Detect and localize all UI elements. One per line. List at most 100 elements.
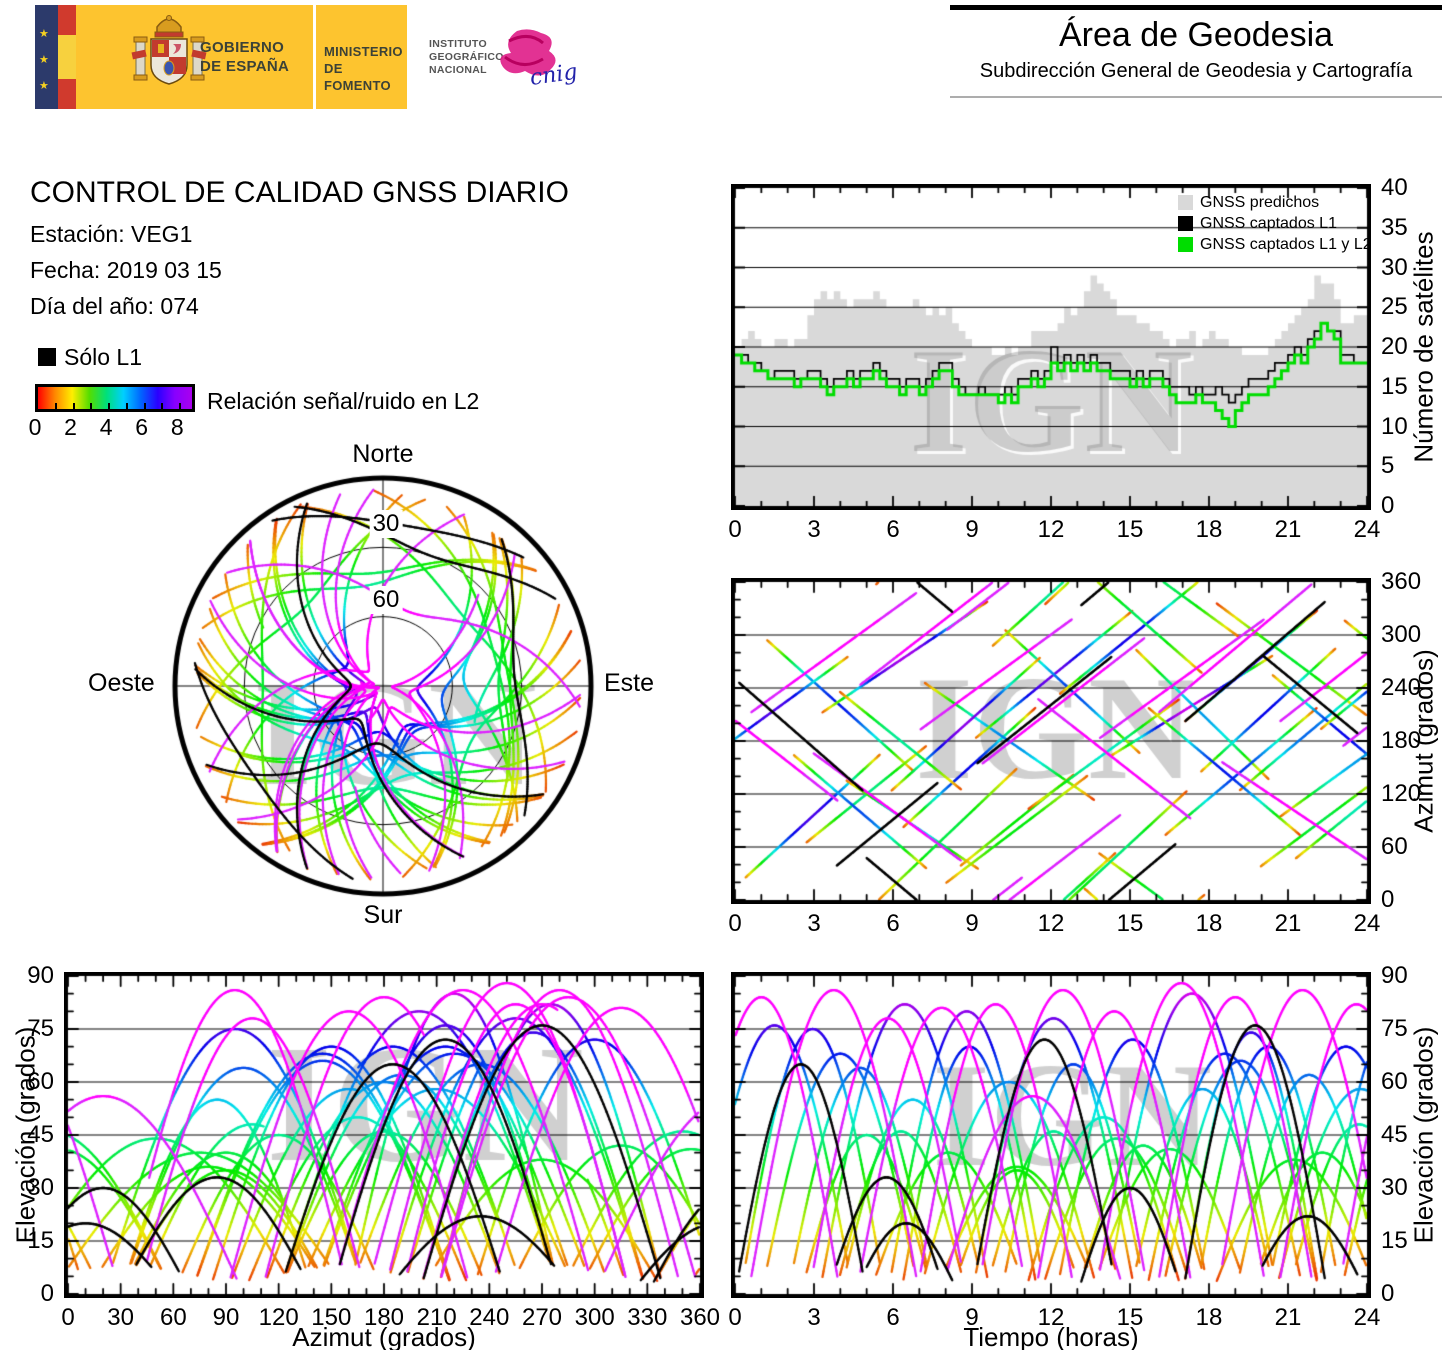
x-tick-label: 30 bbox=[107, 1304, 135, 1331]
y-tick-label: 75 bbox=[1381, 1015, 1408, 1042]
instituto-label: INSTITUTO GEOGRÁFICO NACIONAL bbox=[429, 38, 504, 76]
x-tick-label: 9 bbox=[965, 910, 979, 937]
colorbar-tick-label: 8 bbox=[170, 414, 184, 440]
x-tick-label: 6 bbox=[886, 1304, 900, 1331]
y-tick-label: 90 bbox=[27, 962, 54, 989]
colorbar-tick-mark bbox=[161, 403, 164, 409]
skyplot-south-label: Sur bbox=[363, 901, 403, 929]
colorbar-tick-mark bbox=[179, 403, 182, 409]
report-title: CONTROL DE CALIDAD GNSS DIARIO bbox=[30, 176, 569, 209]
y-tick-label: 60 bbox=[1381, 1068, 1408, 1095]
government-logo-banner: ★ ★ ★ bbox=[35, 5, 579, 109]
y-tick-label: 15 bbox=[1381, 372, 1408, 400]
legend-label: GNSS captados L1 y L2 bbox=[1200, 235, 1372, 253]
snr-colorbar-label: Relación señal/ruido en L2 bbox=[207, 388, 480, 414]
colorbar-tick-label: 2 bbox=[64, 414, 77, 440]
eu-star-icon: ★ bbox=[39, 54, 49, 66]
x-tick-label: 3 bbox=[807, 516, 821, 543]
skyplot-east-label: Este bbox=[604, 669, 655, 697]
x-tick-label: 6 bbox=[886, 910, 900, 937]
legend-item: GNSS predichos bbox=[1178, 192, 1372, 213]
area-subtitle: Subdirección General de Geodesia y Carto… bbox=[979, 60, 1413, 82]
eu-flag-strip: ★ ★ ★ bbox=[35, 5, 58, 109]
snr-colorbar bbox=[35, 384, 195, 412]
colorbar-tick-mark bbox=[108, 403, 111, 409]
logo-divider bbox=[313, 5, 316, 109]
y-tick-label: 15 bbox=[27, 1227, 54, 1254]
colorbar-tick-mark bbox=[125, 403, 128, 409]
legend-swatch-icon bbox=[1178, 216, 1193, 231]
skyplot-ring-label-60: 60 bbox=[369, 586, 403, 614]
elev-az-x-axis-title: Azimut (grados) bbox=[292, 1322, 476, 1350]
y-tick-label: 45 bbox=[1381, 1121, 1408, 1148]
y-tick-label: 45 bbox=[27, 1121, 54, 1148]
colorbar-tick-mark bbox=[54, 403, 57, 409]
header-top-rule bbox=[950, 5, 1442, 10]
sats-y-axis-title: Número de satélites bbox=[1408, 231, 1439, 463]
x-tick-label: 15 bbox=[1116, 1304, 1144, 1331]
colorbar-tick-mark bbox=[143, 403, 146, 409]
y-tick-label: 75 bbox=[27, 1015, 54, 1042]
y-tick-label: 120 bbox=[1381, 780, 1422, 807]
ministerio-block: MINISTERIO DE FOMENTO bbox=[316, 5, 407, 109]
cnig-logo-icon: cnig bbox=[500, 29, 579, 91]
x-tick-label: 15 bbox=[1116, 516, 1144, 543]
y-tick-label: 60 bbox=[1381, 833, 1408, 860]
x-tick-label: 0 bbox=[728, 516, 742, 543]
elev-time-y-axis-title: Elevación (grados) bbox=[1408, 1026, 1439, 1244]
colorbar-tick-label: 0 bbox=[28, 414, 42, 440]
gobierno-block: GOBIERNO DE ESPAÑA bbox=[76, 5, 313, 109]
instituto-block: INSTITUTO GEOGRÁFICO NACIONAL cnig bbox=[407, 5, 579, 109]
svg-text:cnig: cnig bbox=[528, 60, 579, 91]
y-tick-label: 5 bbox=[1381, 452, 1395, 480]
gobierno-label: GOBIERNO DE ESPAÑA bbox=[200, 39, 290, 75]
x-tick-label: 9 bbox=[965, 1304, 979, 1331]
x-tick-label: 9 bbox=[965, 516, 979, 543]
spain-flag-strip bbox=[58, 5, 76, 109]
y-tick-label: 180 bbox=[1381, 727, 1422, 754]
colorbar-tick-mark bbox=[90, 403, 93, 409]
x-tick-label: 21 bbox=[1274, 1304, 1302, 1331]
legend-label: GNSS captados L1 bbox=[1200, 214, 1337, 232]
elevation-time-chart bbox=[731, 972, 1371, 1298]
ministerio-label: MINISTERIO DE FOMENTO bbox=[324, 44, 403, 93]
x-tick-label: 0 bbox=[61, 1304, 75, 1331]
x-tick-label: 24 bbox=[1353, 516, 1381, 543]
x-tick-label: 24 bbox=[1353, 1304, 1381, 1331]
x-tick-label: 21 bbox=[1274, 516, 1302, 543]
x-tick-label: 120 bbox=[258, 1304, 299, 1331]
legend-item: GNSS captados L1 y L2 bbox=[1178, 234, 1372, 255]
x-tick-label: 180 bbox=[363, 1304, 405, 1331]
satellite-count-legend: GNSS predichos GNSS captados L1 GNSS capta… bbox=[1178, 192, 1372, 255]
y-tick-label: 240 bbox=[1381, 674, 1422, 701]
x-tick-label: 150 bbox=[311, 1304, 352, 1331]
y-tick-label: 0 bbox=[1381, 886, 1395, 913]
y-tick-label: 360 bbox=[1381, 568, 1422, 595]
legend-swatch-icon bbox=[1178, 237, 1193, 252]
x-tick-label: 15 bbox=[1116, 910, 1144, 937]
station-label: Estación: VEG1 bbox=[30, 221, 193, 247]
elev-time-x-axis-title: Tiempo (horas) bbox=[963, 1322, 1139, 1350]
colorbar-tick-label: 4 bbox=[99, 414, 113, 440]
x-tick-label: 240 bbox=[469, 1304, 510, 1331]
spain-coat-of-arms-icon bbox=[131, 15, 207, 85]
elevation-azimuth-chart bbox=[64, 972, 704, 1298]
y-tick-label: 10 bbox=[1381, 412, 1408, 440]
y-tick-label: 0 bbox=[1381, 492, 1395, 519]
skyplot-ring-label-30: 30 bbox=[369, 510, 403, 538]
y-tick-label: 20 bbox=[1381, 333, 1408, 360]
y-tick-label: 25 bbox=[1381, 293, 1408, 321]
legend-item: GNSS captados L1 bbox=[1178, 213, 1372, 234]
y-tick-label: 90 bbox=[1381, 962, 1408, 989]
y-tick-label: 30 bbox=[1381, 1174, 1408, 1201]
x-tick-label: 3 bbox=[807, 910, 821, 937]
y-tick-label: 30 bbox=[27, 1174, 54, 1201]
x-tick-label: 21 bbox=[1274, 910, 1302, 937]
y-tick-label: 300 bbox=[1381, 621, 1422, 648]
y-tick-label: 30 bbox=[1381, 253, 1408, 281]
x-tick-label: 90 bbox=[212, 1304, 240, 1331]
x-tick-label: 3 bbox=[807, 1304, 821, 1331]
x-tick-label: 270 bbox=[521, 1304, 563, 1331]
azimuth-time-chart bbox=[731, 578, 1371, 904]
